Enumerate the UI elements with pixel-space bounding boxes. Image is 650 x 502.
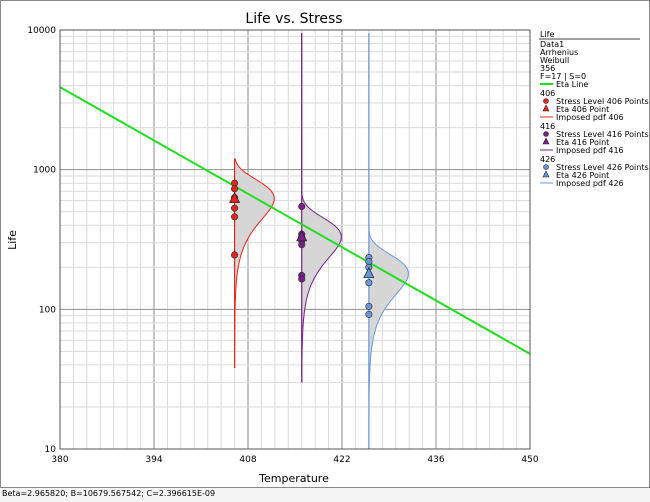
x-tick-label: 436 <box>427 455 444 465</box>
failure-point-406 <box>231 213 239 221</box>
legend-group-header: 416 <box>540 122 555 131</box>
x-tick-label: 394 <box>145 455 162 465</box>
failure-point-416 <box>298 241 306 249</box>
eta-line-series <box>59 86 531 355</box>
data-points <box>229 179 375 318</box>
legend-item-points: Stress Level 426 Points <box>556 163 649 172</box>
eta-point-406 <box>229 191 241 204</box>
failure-point-406 <box>231 204 239 212</box>
legend-swatch-points <box>543 164 549 170</box>
failure-point-406 <box>231 185 239 193</box>
legend-swatch-eta-point <box>542 137 550 145</box>
pdf-fill-406 <box>234 158 275 369</box>
legend-swatch-points <box>543 131 549 137</box>
y-tick-label: 10000 <box>27 26 56 36</box>
y-tick-label: 1000 <box>33 166 56 176</box>
y-axis-label: Life <box>6 230 19 250</box>
legend-info-line: 356 <box>540 64 555 73</box>
legend-title: Life <box>540 30 554 39</box>
legend-group-header: 406 <box>540 89 555 98</box>
failure-point-416 <box>298 202 306 211</box>
x-tick-label: 422 <box>333 455 350 465</box>
eta-line <box>59 86 531 355</box>
legend-item-points: Stress Level 406 Points <box>556 97 649 106</box>
legend-item-pdf: Imposed pdf 406 <box>556 113 624 122</box>
chart-title: Life vs. Stress <box>245 11 342 27</box>
plot-area-border <box>59 29 531 450</box>
legend-item-eta-point: Eta 406 Point <box>556 105 609 114</box>
failure-point-406 <box>231 251 239 259</box>
eta-point-426 <box>363 266 375 279</box>
legend-item-eta-point: Eta 416 Point <box>556 138 609 147</box>
legend-swatch-points <box>543 98 549 104</box>
grid <box>59 30 531 450</box>
tick-labels: 380 394 408 422 436 450 10 100 1000 10000 <box>27 26 538 465</box>
legend-group-header: 426 <box>540 155 555 164</box>
y-tick-label: 100 <box>39 305 56 315</box>
legend-item-points: Stress Level 416 Points <box>556 130 649 139</box>
legend-item-pdf: Imposed pdf 426 <box>556 179 624 188</box>
legend-item-eta-line: Eta Line <box>556 80 588 89</box>
legend-info-line: Arrhenius <box>540 48 578 57</box>
failure-point-426 <box>365 310 373 318</box>
failure-point-416 <box>298 275 306 283</box>
x-tick-label: 450 <box>521 455 538 465</box>
x-axis-label: Temperature <box>258 472 329 485</box>
failure-point-426 <box>365 279 373 287</box>
eta-point-416 <box>296 230 308 242</box>
plot-background <box>60 30 530 449</box>
y-tick-label: 10 <box>45 445 57 455</box>
life-vs-stress-chart: 380 394 408 422 436 450 10 100 1000 10000 Life vs… <box>6 11 649 485</box>
legend-info-line: F=17 | S=0 <box>540 72 586 81</box>
legend-info-line: Data1 <box>540 40 564 49</box>
legend-item-eta-point: Eta 426 Point <box>556 171 609 180</box>
parameter-text: Beta=2.965820; B=10679.567542; C=2.39661… <box>2 489 216 498</box>
legend-info-line: Weibull <box>540 56 569 65</box>
legend-swatch-eta-point <box>542 170 550 178</box>
legend-swatch-eta-point <box>542 104 550 112</box>
x-tick-label: 380 <box>51 455 68 465</box>
legend-item-pdf: Imposed pdf 416 <box>556 146 624 155</box>
failure-point-426 <box>365 302 373 310</box>
pdf-curves <box>233 33 409 449</box>
x-tick-label: 408 <box>239 455 256 465</box>
status-bar: Beta=2.965820; B=10679.567542; C=2.39661… <box>0 487 650 502</box>
